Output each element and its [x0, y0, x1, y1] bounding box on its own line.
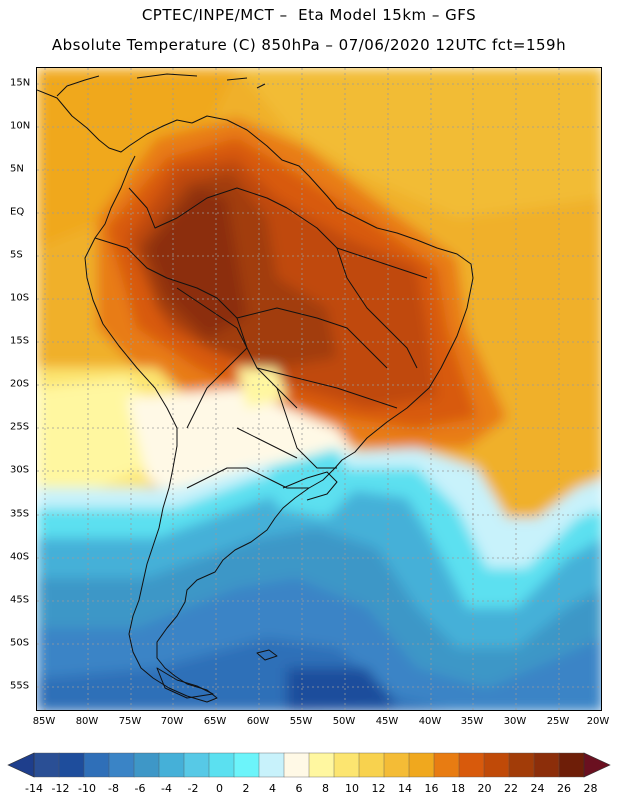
colorbar-cell [208, 752, 235, 778]
colorbar-right-arrow [583, 752, 611, 778]
colorbar-cell [58, 752, 85, 778]
colorbar-label: -12 [51, 782, 70, 795]
colorbar-label: -8 [108, 782, 119, 795]
colorbar-cell [258, 752, 285, 778]
colorbar-label: 14 [398, 782, 412, 795]
colorbar-label: -2 [187, 782, 199, 795]
colorbar-label: -14 [25, 782, 43, 795]
colorbar-cell [233, 752, 260, 778]
colorbar-label: 2 [242, 782, 250, 795]
colorbar-label: -6 [134, 782, 146, 795]
colorbar-cell [33, 752, 60, 778]
lat-label: 35S [10, 508, 30, 520]
colorbar-cell [83, 752, 110, 778]
lon-label: 85W [32, 716, 56, 727]
lon-label: 20W [586, 716, 610, 727]
colorbar [7, 752, 611, 778]
lon-label: 70W [160, 716, 184, 727]
colorbar-label: 6 [295, 782, 303, 795]
colorbar-left-arrow [7, 752, 35, 778]
lat-label: EQ [10, 206, 25, 218]
lat-label: 10S [10, 292, 30, 304]
lat-label: 30S [10, 464, 30, 476]
colorbar-label: 10 [345, 782, 359, 795]
colorbar-cell [483, 752, 510, 778]
lon-label: 75W [118, 716, 142, 727]
colorbar-cell [333, 752, 360, 778]
lon-label: 55W [289, 716, 313, 727]
lon-label: 40W [418, 716, 442, 727]
colorbar-label: 24 [530, 782, 545, 795]
colorbar-cell [458, 752, 485, 778]
lon-label: 35W [460, 716, 484, 727]
colorbar-label: -4 [161, 782, 172, 795]
lat-label: 40S [10, 551, 30, 563]
lat-label: 5S [10, 249, 23, 261]
lon-label: 50W [332, 716, 356, 727]
title-line-2: Absolute Temperature (C) 850hPa – 07/06/… [51, 36, 567, 54]
colorbar-label: 18 [451, 782, 465, 795]
colorbar-label: 22 [504, 782, 518, 795]
colorbar-cell [308, 752, 335, 778]
colorbar-cell [283, 752, 310, 778]
coastlines [37, 73, 474, 703]
colorbar-cell [183, 752, 210, 778]
colorbar-label: 4 [269, 782, 276, 795]
title-line-1: CPTEC/INPE/MCT – Eta Model 15km – GFS [141, 6, 477, 24]
temperature-field [37, 68, 601, 710]
lon-label: 60W [246, 716, 270, 727]
lat-label: 15S [10, 335, 30, 347]
colorbar-cell [358, 752, 385, 778]
colorbar-cell [133, 752, 160, 778]
lon-label: 65W [203, 716, 227, 727]
colorbar-label: 28 [583, 782, 598, 795]
lat-label: 55S [10, 680, 30, 692]
colorbar-cell [508, 752, 535, 778]
colorbar-cell [433, 752, 460, 778]
lat-label: 5N [10, 163, 24, 175]
gridlines [37, 68, 601, 710]
lat-label: 20S [10, 378, 30, 390]
lon-label: 25W [546, 716, 570, 727]
colorbar-cell [383, 752, 410, 778]
lat-label: 10N [10, 120, 31, 132]
colorbar-label: -10 [78, 782, 96, 795]
colorbar-cell [158, 752, 185, 778]
colorbar-label: 16 [424, 782, 439, 795]
lat-label: 45S [10, 594, 30, 606]
colorbar-label: 0 [216, 782, 223, 795]
lon-label: 80W [75, 716, 99, 727]
lon-label: 30W [503, 716, 527, 727]
colorbar-cell [408, 752, 435, 778]
colorbar-label: 20 [477, 782, 492, 795]
colorbar-label: 26 [557, 782, 571, 795]
lat-label: 15N [10, 77, 31, 89]
lat-label: 50S [10, 637, 30, 649]
colorbar-label: 8 [322, 782, 329, 795]
temperature-map [36, 67, 602, 711]
colorbar-cell [533, 752, 560, 778]
colorbar-cell [558, 752, 585, 778]
lon-label: 45W [375, 716, 399, 727]
colorbar-cell [108, 752, 135, 778]
colorbar-label: 12 [371, 782, 386, 795]
lat-label: 25S [10, 421, 30, 433]
